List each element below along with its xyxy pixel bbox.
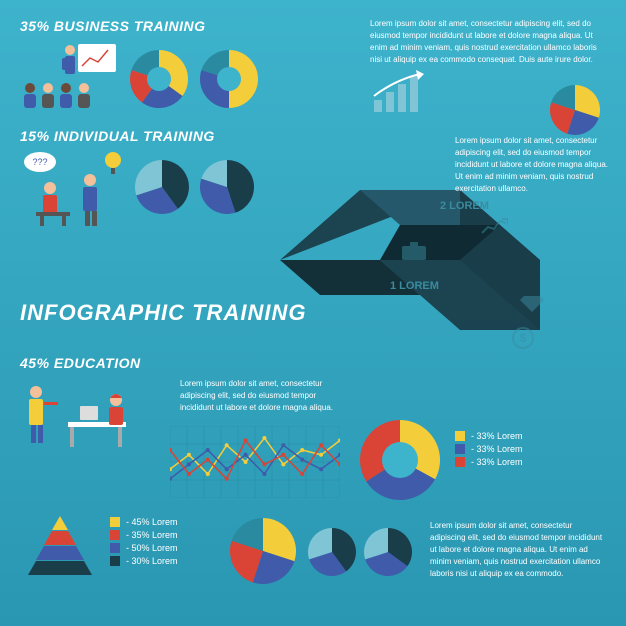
individual-pie-1 xyxy=(135,160,189,214)
right-p1: Lorem ipsum dolor sit amet, consectetur … xyxy=(370,18,605,66)
individual-title: 15% INDIVIDUAL TRAINING xyxy=(20,128,215,144)
business-donut-2 xyxy=(200,50,258,108)
business-donut-1 xyxy=(130,50,188,108)
svg-text:???: ??? xyxy=(32,157,47,167)
right-p2: Lorem ipsum dolor sit amet, consectetur … xyxy=(455,135,610,195)
bottom-pie-2 xyxy=(308,528,356,576)
bottom-pie-3 xyxy=(364,528,412,576)
pyramid-chart xyxy=(20,510,100,580)
right-p4: Lorem ipsum dolor sit amet, consectetur … xyxy=(430,520,605,580)
pyramid-legend: - 45% Lorem- 35% Lorem- 50% Lorem- 30% L… xyxy=(110,514,178,569)
line-chart xyxy=(170,426,340,498)
big-donut-legend: - 33% Lorem- 33% Lorem- 33% Lorem xyxy=(455,428,523,470)
education-title: 45% EDUCATION xyxy=(20,355,141,371)
individual-illustration: ??? xyxy=(18,150,128,228)
main-title: INFOGRAPHIC TRAINING xyxy=(20,300,306,326)
bottom-pie-1 xyxy=(230,518,296,584)
education-illustration xyxy=(18,378,148,456)
individual-pie-2 xyxy=(200,160,254,214)
big-donut xyxy=(360,420,440,500)
right-p3: Lorem ipsum dolor sit amet, consectetur … xyxy=(180,378,335,414)
business-illustration xyxy=(18,40,123,112)
business-title: 35% BUSINESS TRAINING xyxy=(20,18,206,34)
